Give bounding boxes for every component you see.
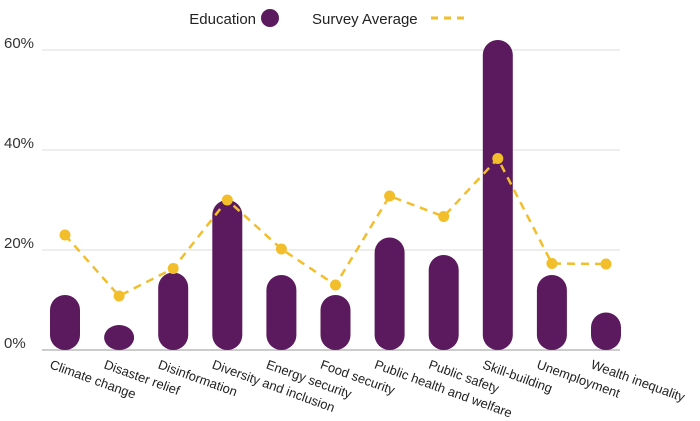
survey-average-point: [546, 258, 558, 269]
y-tick-label: 20%: [4, 235, 34, 252]
y-axis-ticks: 0% 20% 40% 60%: [4, 35, 34, 352]
legend-label-education: Education: [189, 11, 256, 28]
bar-disaster-relief: [104, 325, 135, 350]
bar-public-safety: [428, 255, 459, 350]
bar-energy-security: [266, 275, 297, 350]
bar-skill-building: [482, 40, 513, 350]
bars: [50, 40, 621, 350]
bar-food-security: [320, 295, 351, 350]
legend-label-survey-average: Survey Average: [312, 11, 418, 28]
survey-average-point: [113, 290, 125, 302]
survey-average-point: [438, 211, 450, 222]
legend: Education Survey Average: [189, 9, 466, 28]
survey-average-point: [275, 243, 287, 255]
bar-unemployment: [536, 275, 567, 350]
grid: [42, 49, 620, 351]
survey-average-point: [600, 258, 612, 270]
y-tick-label: 0%: [4, 335, 26, 352]
survey-average-point: [59, 229, 71, 241]
survey-average-point: [167, 263, 179, 274]
survey-average-path: [64, 156, 607, 298]
survey-average-point: [221, 194, 233, 206]
survey-average-line: [59, 153, 612, 302]
y-tick-label: 40%: [4, 135, 34, 152]
y-tick-label: 60%: [4, 35, 34, 52]
bar-diversity-and-inclusion: [212, 200, 243, 350]
bar-climate-change: [50, 295, 80, 350]
bar-wealth-inequality: [591, 312, 621, 350]
bar-public-health-and-welfare: [374, 237, 405, 350]
survey-average-point: [330, 279, 341, 291]
legend-swatch-education: [261, 9, 279, 27]
survey-average-point: [492, 153, 504, 164]
bar-disinformation: [158, 272, 189, 350]
survey-average-point: [384, 190, 396, 202]
